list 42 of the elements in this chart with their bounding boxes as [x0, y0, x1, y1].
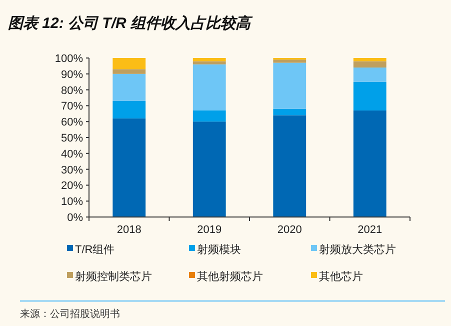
- y-tick-label: 30%: [60, 164, 84, 176]
- bar: [353, 61, 386, 68]
- y-tick-label: 50%: [60, 132, 84, 144]
- bar: [192, 61, 226, 64]
- bar: [353, 68, 386, 82]
- bar: [353, 82, 386, 110]
- y-tick-label: 100%: [54, 53, 84, 65]
- legend-label: 其他射频芯片: [197, 270, 263, 283]
- legend-label: 射频模块: [197, 243, 241, 256]
- y-tick-label: 20%: [60, 180, 84, 192]
- bar: [273, 60, 306, 63]
- bar: [273, 115, 306, 217]
- y-tick-label: 40%: [60, 148, 84, 160]
- legend-label: T/R组件: [75, 244, 115, 256]
- bar: [112, 58, 146, 70]
- chart-title: 图表 12: 公司 T/R 组件收入占比较高: [8, 14, 254, 32]
- bar: [353, 110, 386, 217]
- bar: [112, 118, 146, 217]
- x-tick-label: 2021: [358, 224, 382, 236]
- bar: [273, 62, 306, 109]
- y-tick-label: 60%: [60, 116, 84, 129]
- bar: [112, 69, 146, 74]
- bar: [353, 58, 386, 62]
- x-tick-label: 2019: [197, 224, 222, 236]
- x-tick-label: 2018: [116, 224, 142, 236]
- bar: [273, 108, 306, 116]
- bar: [192, 58, 226, 62]
- bar: [112, 100, 146, 118]
- x-tick-label: 2020: [277, 224, 302, 236]
- y-tick-label: 0%: [67, 212, 84, 224]
- y-tick-label: 90%: [60, 68, 84, 81]
- bar: [192, 64, 226, 110]
- legend-label: 射频控制类芯片: [75, 270, 152, 283]
- legend-label: 其他芯片: [319, 270, 363, 283]
- legend-label: 射频放大类芯片: [319, 243, 396, 256]
- bar: [192, 110, 226, 122]
- bar: [192, 122, 226, 217]
- y-tick-label: 80%: [60, 84, 84, 97]
- source-note: 来源：公司招股说明书: [20, 308, 120, 320]
- y-tick-label: 10%: [60, 196, 84, 208]
- bar: [112, 74, 146, 101]
- y-tick-label: 70%: [60, 100, 84, 113]
